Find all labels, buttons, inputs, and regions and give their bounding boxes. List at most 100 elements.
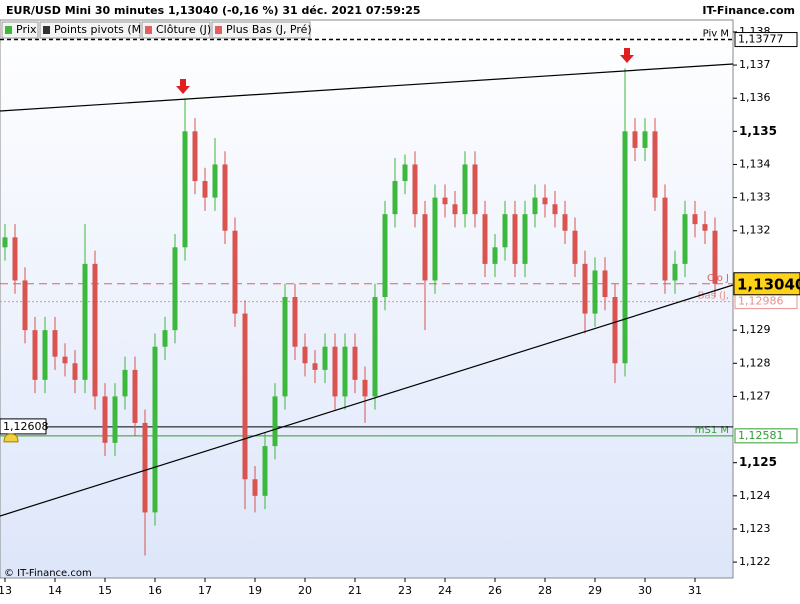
candle-body [592,270,598,314]
legend: Prix Points pivots (M) Clôture (J) Plus … [1,21,312,39]
x-tick-label: 30 [638,584,652,597]
plot-area [0,19,734,579]
candle-body [502,214,508,248]
legend-button[interactable]: Plus Bas (J, Pré) [211,21,312,39]
level-label: 1,12986 [738,295,784,308]
candle-body [642,131,648,148]
candle-body [602,270,608,298]
candle-body [372,297,378,397]
candle-body [632,131,638,148]
title: EUR/USD Mini 30 minutes 1,13040 (-0,16 %… [6,4,421,17]
legend-button[interactable]: Prix [1,21,39,39]
candle-body [302,346,308,364]
trend-line [0,284,734,517]
candle-body [32,330,38,380]
candle-body [52,330,58,357]
candle-body [382,214,388,298]
candle-body [432,197,438,281]
candle-body [662,197,668,281]
candle-body [692,214,698,225]
candle-body [12,237,18,281]
candle-body [82,263,88,380]
candle-body [212,164,218,198]
candle-body [672,263,678,281]
candle-body [702,224,708,231]
candle-body [242,313,248,480]
candle-body [362,379,368,397]
x-tick-label: 28 [538,584,552,597]
y-tick-label: 1,134 [739,157,771,170]
y-tick-label: 1,124 [739,489,771,502]
candle-body [452,204,458,215]
level-label: 1,12581 [738,429,784,442]
candle-body [612,297,618,364]
legend-button[interactable]: Clôture (J) [141,21,211,39]
candle-body [472,164,478,215]
candle-body [462,164,468,215]
x-tick-label: 20 [298,584,312,597]
y-tick-label: 1,135 [739,124,777,138]
x-tick-label: 16 [148,584,162,597]
candle-body [192,131,198,182]
candle-body [42,330,48,380]
cursor-label: 1,12608 [3,420,49,433]
candle-body [512,214,518,264]
legend-label: Prix [16,23,37,36]
candle-body [262,446,268,496]
y-tick-label: 1,129 [739,323,771,336]
candle-body [402,164,408,182]
y-tick-label: 1,123 [739,522,771,535]
candle-body [392,181,398,215]
candle-body [202,181,208,198]
y-tick-label: 1,125 [739,455,777,469]
candle-body [572,230,578,264]
legend-label: Clôture (J) [156,23,211,36]
candle-body [122,369,128,397]
legend-button[interactable]: Points pivots (M) [39,21,145,39]
level-box [734,32,798,48]
last-price-label: 1,13040 [737,275,800,293]
y-tick-label: 1,122 [739,555,771,568]
candle-body [412,164,418,215]
arrow [620,48,634,63]
y-tick-label: 1,132 [739,224,771,237]
candle-body [622,131,628,364]
legend-label: Plus Bas (J, Pré) [226,23,312,36]
candle-body [322,346,328,370]
candle-body [92,263,98,397]
arrow [176,79,190,94]
x-tick-label: 31 [688,584,702,597]
candle-body [152,346,158,513]
x-tick-label: 24 [438,584,452,597]
y-tick-label: 1,136 [739,91,771,104]
candle-body [62,356,68,364]
candle-body [332,346,338,397]
candle-body [252,479,258,496]
candle-body [132,369,138,423]
x-tick-label: 21 [348,584,362,597]
candle-body [172,247,178,331]
level-name: Piv M [703,29,729,40]
candle-body [282,297,288,397]
candle-body [292,297,298,347]
level-name: Bas (J, [698,291,729,302]
candle-body [652,131,658,198]
candle-body [482,214,488,264]
x-tick-label: 13 [0,584,12,597]
candle-body [102,396,108,443]
cursor-box [0,418,47,435]
candle-body [112,396,118,443]
candle-body [22,280,28,331]
site: IT-Finance.com [702,4,795,17]
candle-body [312,363,318,370]
candle-body [72,363,78,380]
bell-icon [3,433,19,443]
x-tick-label: 15 [98,584,112,597]
candle-body [712,230,718,284]
level-name: mS1 M [695,425,729,436]
x-tick-label: 29 [588,584,602,597]
x-tick-label: 23 [398,584,412,597]
candle-body [522,214,528,264]
